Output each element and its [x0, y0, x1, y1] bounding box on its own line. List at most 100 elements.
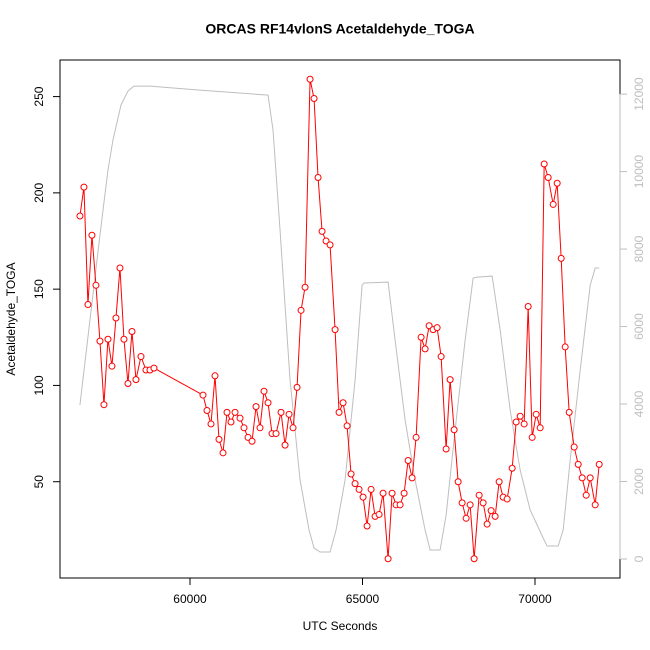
- data-point: [578, 474, 586, 482]
- data-point: [503, 495, 511, 503]
- y2-tick-label: 12000: [632, 77, 646, 111]
- data-point: [306, 75, 314, 83]
- y2-tick-label: 8000: [632, 235, 646, 262]
- data-point: [491, 512, 499, 520]
- data-point: [150, 364, 158, 372]
- data-point: [475, 491, 483, 499]
- data-point: [260, 387, 268, 395]
- x-tick-label: 65000: [346, 592, 380, 606]
- data-point: [256, 424, 264, 432]
- data-point: [462, 514, 470, 522]
- data-point: [293, 383, 301, 391]
- data-point: [120, 335, 128, 343]
- data-point: [479, 499, 487, 507]
- data-point: [388, 489, 396, 497]
- data-point: [343, 422, 351, 430]
- data-point: [454, 478, 462, 486]
- data-point: [544, 173, 552, 181]
- data-point: [301, 283, 309, 291]
- data-point: [112, 314, 120, 322]
- data-point: [231, 408, 239, 416]
- data-point: [272, 430, 280, 438]
- data-point: [132, 376, 140, 384]
- data-point: [466, 501, 474, 509]
- y-tick-label: 250: [32, 86, 46, 106]
- data-point: [570, 443, 578, 451]
- x-tick-label: 60000: [173, 592, 207, 606]
- data-point: [104, 335, 112, 343]
- data-point: [367, 485, 375, 493]
- data-point: [433, 324, 441, 332]
- data-point: [586, 474, 594, 482]
- data-point: [116, 264, 124, 272]
- plot-box: [59, 59, 621, 579]
- chart-title: ORCAS RF14vlonS Acetaldehyde_TOGA: [205, 21, 474, 37]
- data-point: [297, 306, 305, 314]
- data-point: [314, 173, 322, 181]
- data-point: [335, 408, 343, 416]
- series-line: [79, 85, 600, 553]
- data-point: [236, 414, 244, 422]
- data-point: [384, 555, 392, 563]
- y-tick-label: 100: [32, 375, 46, 395]
- data-point: [591, 501, 599, 509]
- data-point: [219, 449, 227, 457]
- data-point: [412, 433, 420, 441]
- data-point: [92, 281, 100, 289]
- y-tick-label: 50: [32, 475, 46, 489]
- data-point: [363, 522, 371, 530]
- data-point: [248, 437, 256, 445]
- data-point: [532, 410, 540, 418]
- data-point: [227, 418, 235, 426]
- data-point: [595, 460, 603, 468]
- data-point: [84, 301, 92, 309]
- data-point: [528, 433, 536, 441]
- data-point: [100, 401, 108, 409]
- data-point: [96, 337, 104, 345]
- data-point: [421, 345, 429, 353]
- y-axis-label: Acetaldehyde_TOGA: [4, 262, 18, 375]
- data-point: [88, 231, 96, 239]
- y-tick-label: 200: [32, 183, 46, 203]
- x-tick-label: 70000: [518, 592, 552, 606]
- data-point: [400, 489, 408, 497]
- data-point: [80, 183, 88, 191]
- data-point: [483, 520, 491, 528]
- data-point: [508, 464, 516, 472]
- data-point: [379, 489, 387, 497]
- data-point: [339, 399, 347, 407]
- data-point: [574, 460, 582, 468]
- data-point: [137, 353, 145, 361]
- data-point: [450, 426, 458, 434]
- data-point: [582, 491, 590, 499]
- data-point: [442, 445, 450, 453]
- data-point: [437, 353, 445, 361]
- x-axis-label: UTC Seconds: [303, 619, 378, 633]
- data-point: [359, 493, 367, 501]
- data-point: [487, 507, 495, 515]
- data-point: [553, 179, 561, 187]
- series-line: [79, 79, 600, 559]
- data-point: [516, 412, 524, 420]
- y2-tick-label: 6000: [632, 313, 646, 340]
- data-point: [458, 499, 466, 507]
- data-point: [203, 406, 211, 414]
- y2-tick-label: 2000: [632, 468, 646, 495]
- data-point: [495, 478, 503, 486]
- data-point: [417, 333, 425, 341]
- data-point: [285, 410, 293, 418]
- data-point: [207, 420, 215, 428]
- data-point: [108, 362, 116, 370]
- data-point: [565, 408, 573, 416]
- data-point: [223, 408, 231, 416]
- data-point: [289, 424, 297, 432]
- data-point: [557, 254, 565, 262]
- data-point: [404, 457, 412, 465]
- data-point: [199, 391, 207, 399]
- data-point: [408, 474, 416, 482]
- y2-tick-label: 0: [632, 555, 646, 562]
- data-point: [351, 480, 359, 488]
- data-point: [240, 424, 248, 432]
- data-point: [310, 95, 318, 103]
